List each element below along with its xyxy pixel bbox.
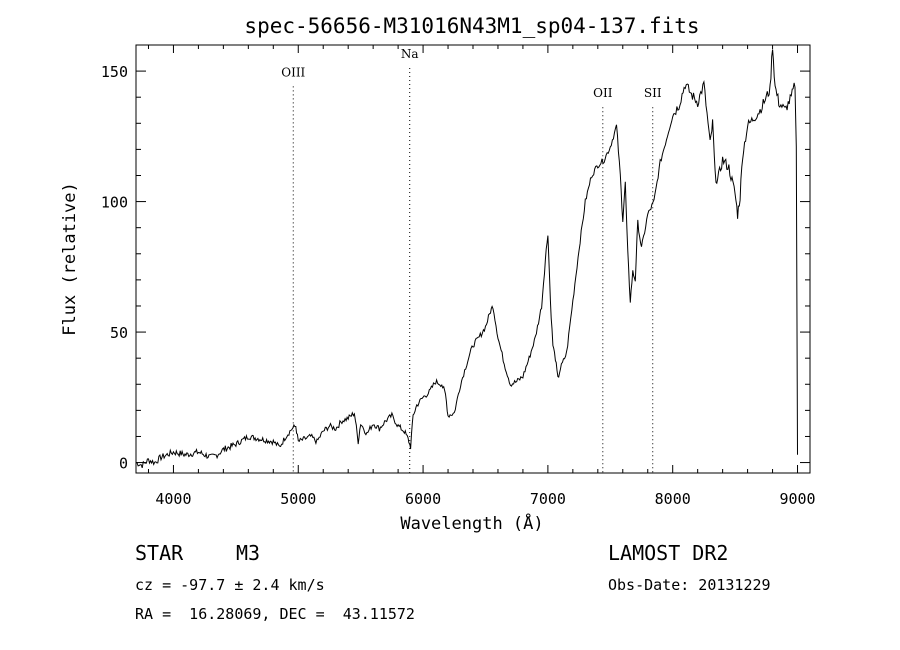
object-class: STAR [135, 541, 184, 565]
redshift-value: cz = -97.7 ± 2.4 km/s [135, 576, 325, 594]
line-marker-label: Na [401, 47, 419, 61]
x-axis: 4000 5000 6000 7000 8000 9000 [147, 45, 816, 508]
observation-date: Obs-Date: 20131229 [608, 576, 771, 594]
y-axis: 0 50 100 150 [101, 63, 810, 473]
line-marker-label: OIII [281, 65, 305, 79]
x-tick-label: 8000 [655, 490, 691, 508]
plot-frame [135, 44, 811, 474]
x-tick-label: 5000 [280, 490, 316, 508]
line-marker-label: OII [593, 86, 613, 100]
object-subclass: M3 [236, 541, 261, 565]
coordinates: RA = 16.28069, DEC = 43.11572 [135, 605, 415, 623]
y-tick-label: 100 [101, 194, 128, 212]
survey-name: LAMOST DR2 [608, 541, 729, 565]
emission-line-markers: OIII Na OII SII [281, 47, 662, 473]
x-tick-label: 4000 [155, 490, 191, 508]
y-tick-label: 0 [119, 455, 128, 473]
y-tick-label: 50 [110, 324, 128, 342]
spectrum-plot: spec-56656-M31016N43M1_sp04-137.fits OII… [60, 14, 816, 534]
x-axis-label: Wavelength (Å) [400, 512, 543, 534]
chart-title: spec-56656-M31016N43M1_sp04-137.fits [244, 14, 699, 38]
line-marker-label: SII [644, 86, 662, 100]
x-tick-label: 6000 [405, 490, 441, 508]
y-tick-label: 150 [101, 63, 128, 81]
x-tick-label: 9000 [779, 490, 815, 508]
y-axis-label: Flux (relative) [60, 182, 80, 336]
spectrum-series-line [136, 49, 798, 469]
x-tick-label: 7000 [530, 490, 566, 508]
